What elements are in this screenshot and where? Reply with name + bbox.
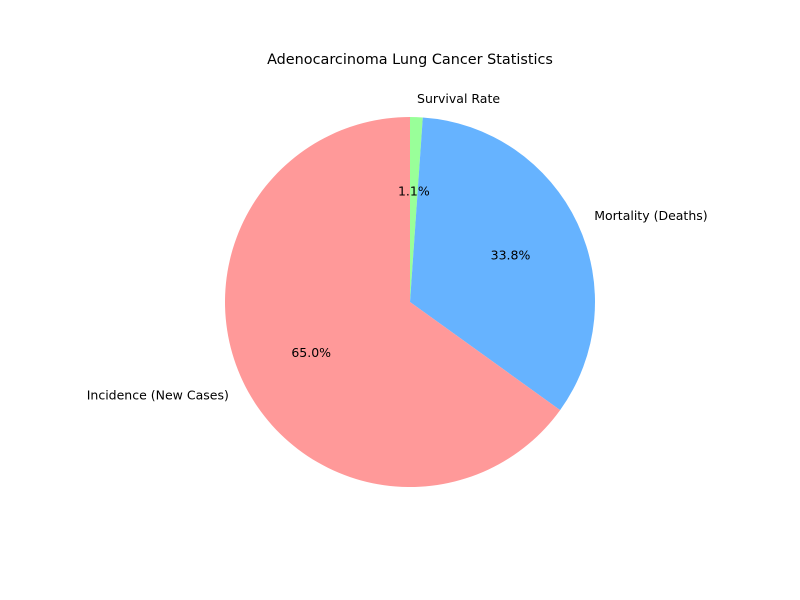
pie-slices [225, 117, 596, 487]
slice-label-1: Mortality (Deaths) [594, 208, 707, 223]
pie-slice-0 [410, 117, 423, 302]
slice-percent-2: 65.0% [291, 345, 331, 360]
chart-title: Adenocarcinoma Lung Cancer Statistics [267, 52, 553, 68]
slice-label-2: Incidence (New Cases) [87, 387, 229, 402]
pie-slice-1 [410, 117, 596, 411]
pie-slice-2 [225, 117, 561, 487]
pie-labels: Survival Rate 1.1% Mortality (Deaths) 33.8%… [87, 91, 708, 402]
slice-percent-1: 33.8% [491, 247, 531, 262]
slice-label-0: Survival Rate [417, 91, 500, 106]
slice-percent-0: 1.1% [398, 184, 430, 199]
